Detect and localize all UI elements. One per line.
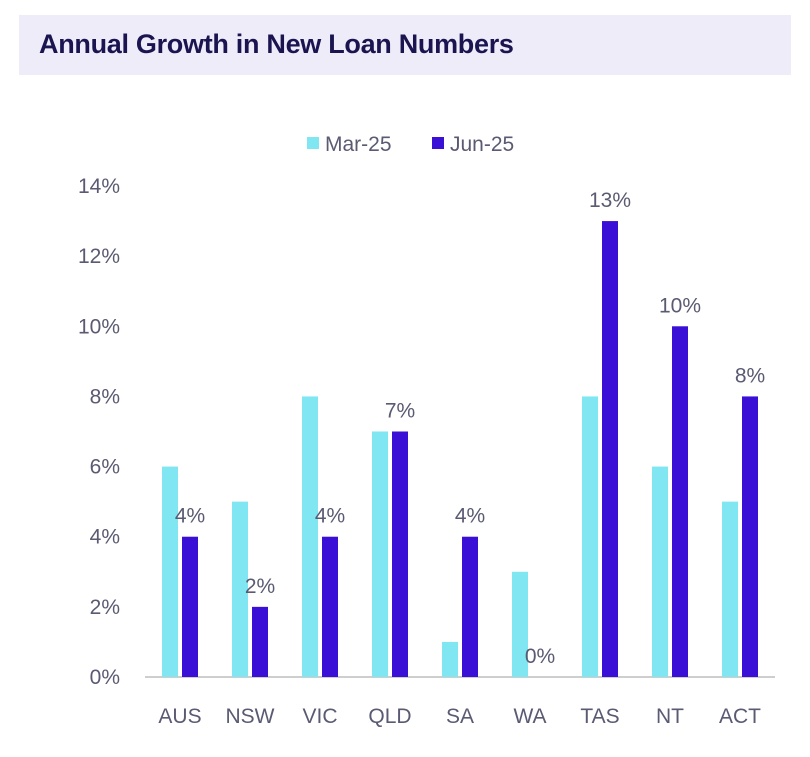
x-category-label: TAS — [580, 705, 619, 728]
bar-jun-25-nt — [672, 326, 688, 677]
bar-mar-25-act — [722, 501, 738, 677]
chart-title: Annual Growth in New Loan Numbers — [39, 29, 514, 59]
y-tick-label: 2% — [90, 596, 120, 619]
y-tick-label: 6% — [90, 456, 120, 479]
bar-mar-25-nsw — [232, 501, 248, 677]
y-tick-label: 10% — [78, 315, 120, 338]
bar-mar-25-aus — [162, 466, 178, 677]
legend-swatch-mar-25 — [307, 137, 319, 149]
bar-jun-25-nsw — [252, 606, 268, 677]
data-label-wa: 0% — [525, 645, 555, 668]
x-category-label: QLD — [368, 705, 411, 728]
chart-header: Annual Growth in New Loan Numbers — [19, 15, 791, 75]
legend-label-mar-25: Mar-25 — [325, 133, 392, 156]
bar-mar-25-tas — [582, 396, 598, 677]
legend-label-jun-25: Jun-25 — [450, 133, 514, 156]
y-tick-label: 14% — [78, 175, 120, 198]
data-label-aus: 4% — [175, 505, 205, 528]
data-label-vic: 4% — [315, 505, 345, 528]
bar-jun-25-aus — [182, 536, 198, 677]
bar-jun-25-tas — [602, 221, 618, 678]
data-label-nt: 10% — [659, 294, 701, 317]
x-category-label: ACT — [719, 705, 761, 728]
bar-mar-25-qld — [372, 431, 388, 677]
x-category-label: SA — [446, 705, 474, 728]
data-label-nsw: 2% — [245, 575, 275, 598]
bar-mar-25-wa — [512, 571, 528, 677]
legend-swatch-jun-25 — [432, 137, 444, 149]
bar-jun-25-act — [742, 396, 758, 677]
y-tick-label: 8% — [90, 385, 120, 408]
bar-mar-25-sa — [442, 641, 458, 677]
y-tick-label: 12% — [78, 245, 120, 268]
x-category-label: WA — [513, 705, 546, 728]
x-category-label: AUS — [158, 705, 201, 728]
data-label-act: 8% — [735, 364, 765, 387]
y-tick-label: 0% — [90, 666, 120, 689]
bar-jun-25-vic — [322, 536, 338, 677]
x-category-label: VIC — [302, 705, 337, 728]
data-label-sa: 4% — [455, 505, 485, 528]
bar-mar-25-vic — [302, 396, 318, 677]
bar-jun-25-sa — [462, 536, 478, 677]
bar-mar-25-nt — [652, 466, 668, 677]
y-tick-label: 4% — [90, 526, 120, 549]
x-category-label: NT — [656, 705, 684, 728]
data-label-qld: 7% — [385, 400, 415, 423]
x-category-label: NSW — [226, 705, 275, 728]
bar-jun-25-qld — [392, 431, 408, 677]
data-label-tas: 13% — [589, 189, 631, 212]
